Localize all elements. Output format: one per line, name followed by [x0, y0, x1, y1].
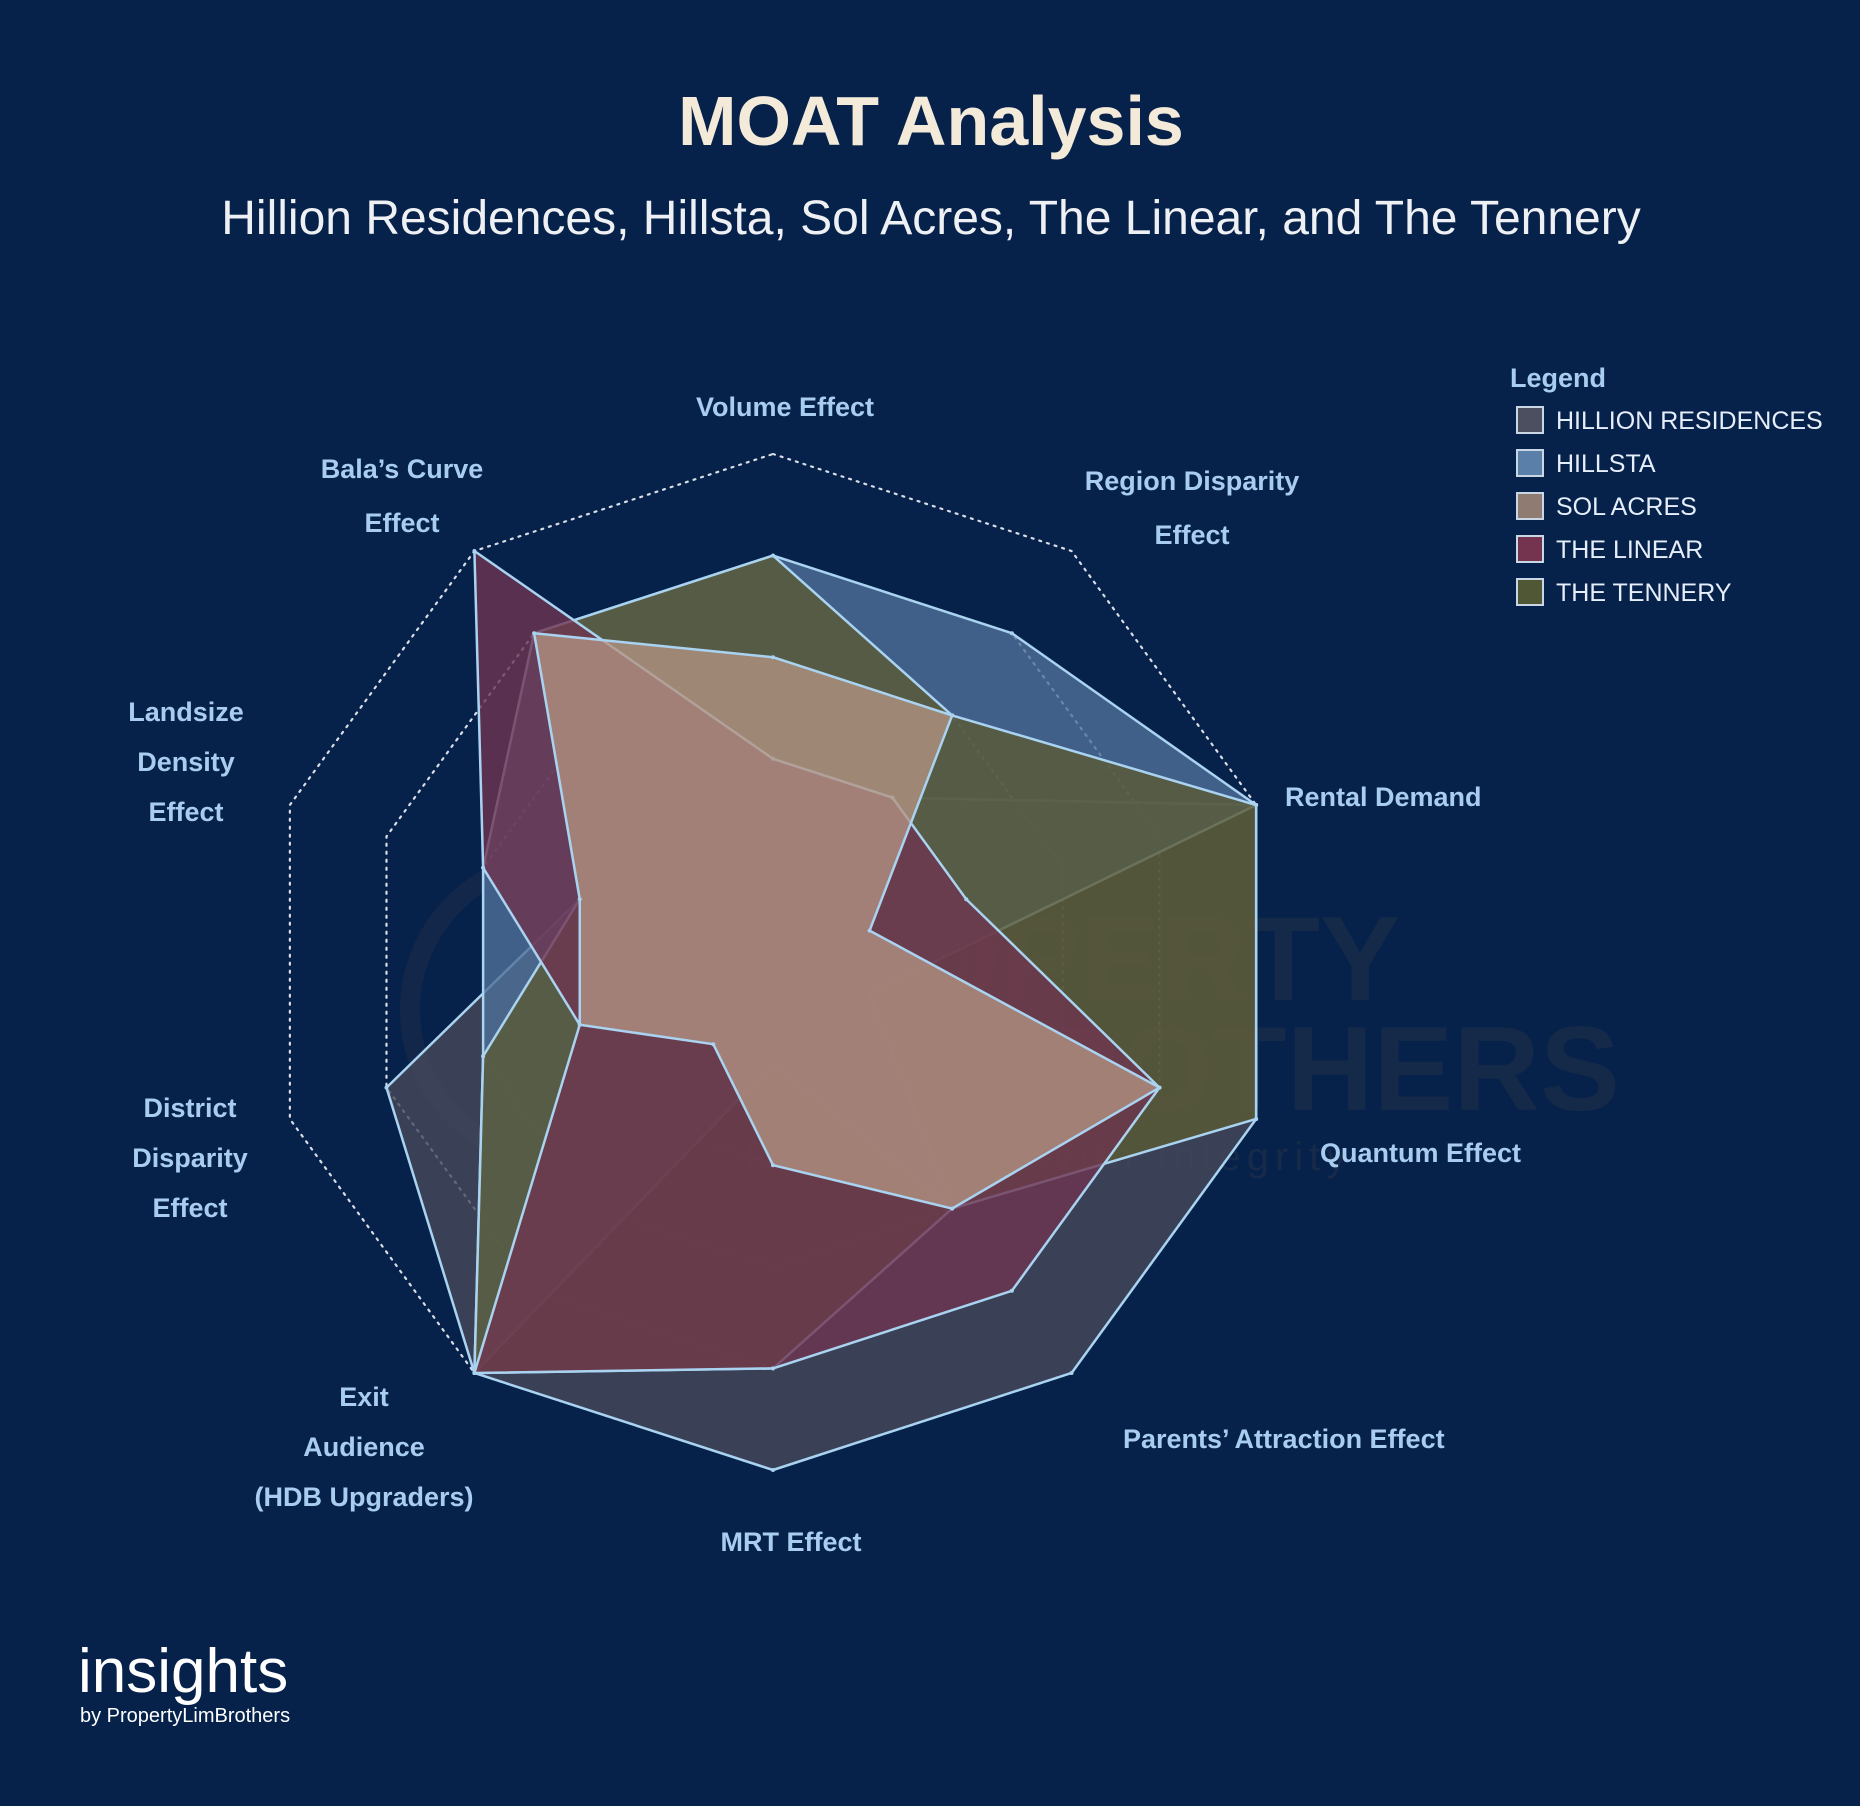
data-point: [481, 865, 486, 870]
legend: Legend HILLION RESIDENCES HILLSTA SOL ACRE…: [1510, 363, 1823, 607]
data-point: [771, 1366, 775, 1371]
axis-label: Parents’ Attraction Effect: [1123, 1424, 1445, 1454]
axis-label: Landsize: [128, 697, 244, 727]
logo-insights: insights: [78, 1637, 288, 1706]
data-point: [771, 1468, 775, 1472]
axis-label: Region Disparity: [1085, 466, 1300, 496]
legend-item: THE TENNERY: [1556, 579, 1732, 607]
legend-item: SOL ACRES: [1556, 493, 1697, 521]
data-point: [384, 1085, 389, 1090]
data-point: [1254, 803, 1259, 808]
data-point: [771, 655, 775, 660]
axis-labels: Volume Effect Region Disparity Effect Renta…: [128, 392, 1521, 1557]
data-point: [577, 1022, 582, 1027]
legend-item: HILLION RESIDENCES: [1556, 407, 1823, 435]
brand-logo: insights by PropertyLimBrothers: [78, 1637, 290, 1727]
axis-label: Density: [137, 747, 235, 777]
legend-item: HILLSTA: [1556, 450, 1656, 478]
data-point: [532, 631, 537, 636]
data-point: [1009, 631, 1014, 636]
legend-swatch: [1516, 492, 1544, 520]
data-point: [711, 1042, 716, 1047]
axis-label: Exit: [339, 1382, 389, 1412]
legend-swatch: [1516, 449, 1544, 477]
chart-title: MOAT Analysis: [678, 82, 1184, 160]
data-point: [472, 549, 477, 554]
axis-label: Disparity: [132, 1143, 248, 1173]
data-point: [867, 928, 872, 933]
axis-label: Audience: [303, 1432, 425, 1462]
axis-label: Volume Effect: [696, 392, 874, 422]
axis-label: (HDB Upgraders): [254, 1482, 473, 1512]
data-point: [1157, 1085, 1162, 1090]
data-point: [771, 553, 775, 558]
axis-label: MRT Effect: [721, 1527, 862, 1557]
axis-label: Rental Demand: [1285, 782, 1482, 812]
axis-label: Effect: [364, 508, 439, 538]
axis-label: Effect: [148, 797, 223, 827]
legend-swatch: [1516, 535, 1544, 563]
axis-label: Effect: [1154, 520, 1229, 550]
data-point: [472, 1370, 477, 1375]
data-point: [950, 713, 955, 718]
data-point: [481, 1054, 486, 1059]
radar-series: [384, 549, 1259, 1472]
data-point: [950, 1206, 955, 1211]
logo-byline: by PropertyLimBrothers: [80, 1705, 290, 1727]
legend-title: Legend: [1510, 363, 1606, 393]
axis-label: Quantum Effect: [1320, 1138, 1521, 1168]
data-point: [1009, 1288, 1014, 1293]
data-point: [1254, 1116, 1259, 1121]
axis-label: District: [143, 1093, 236, 1123]
data-point: [1069, 1370, 1074, 1375]
data-point: [577, 897, 582, 902]
chart-subtitle: Hillion Residences, Hillsta, Sol Acres, …: [221, 192, 1640, 245]
axis-label: Effect: [152, 1193, 227, 1223]
legend-item: THE LINEAR: [1556, 536, 1703, 564]
data-point: [771, 1163, 775, 1168]
legend-swatch: [1516, 406, 1544, 434]
data-point: [964, 897, 969, 902]
axis-label: Bala’s Curve: [321, 454, 484, 484]
legend-swatch: [1516, 578, 1544, 606]
